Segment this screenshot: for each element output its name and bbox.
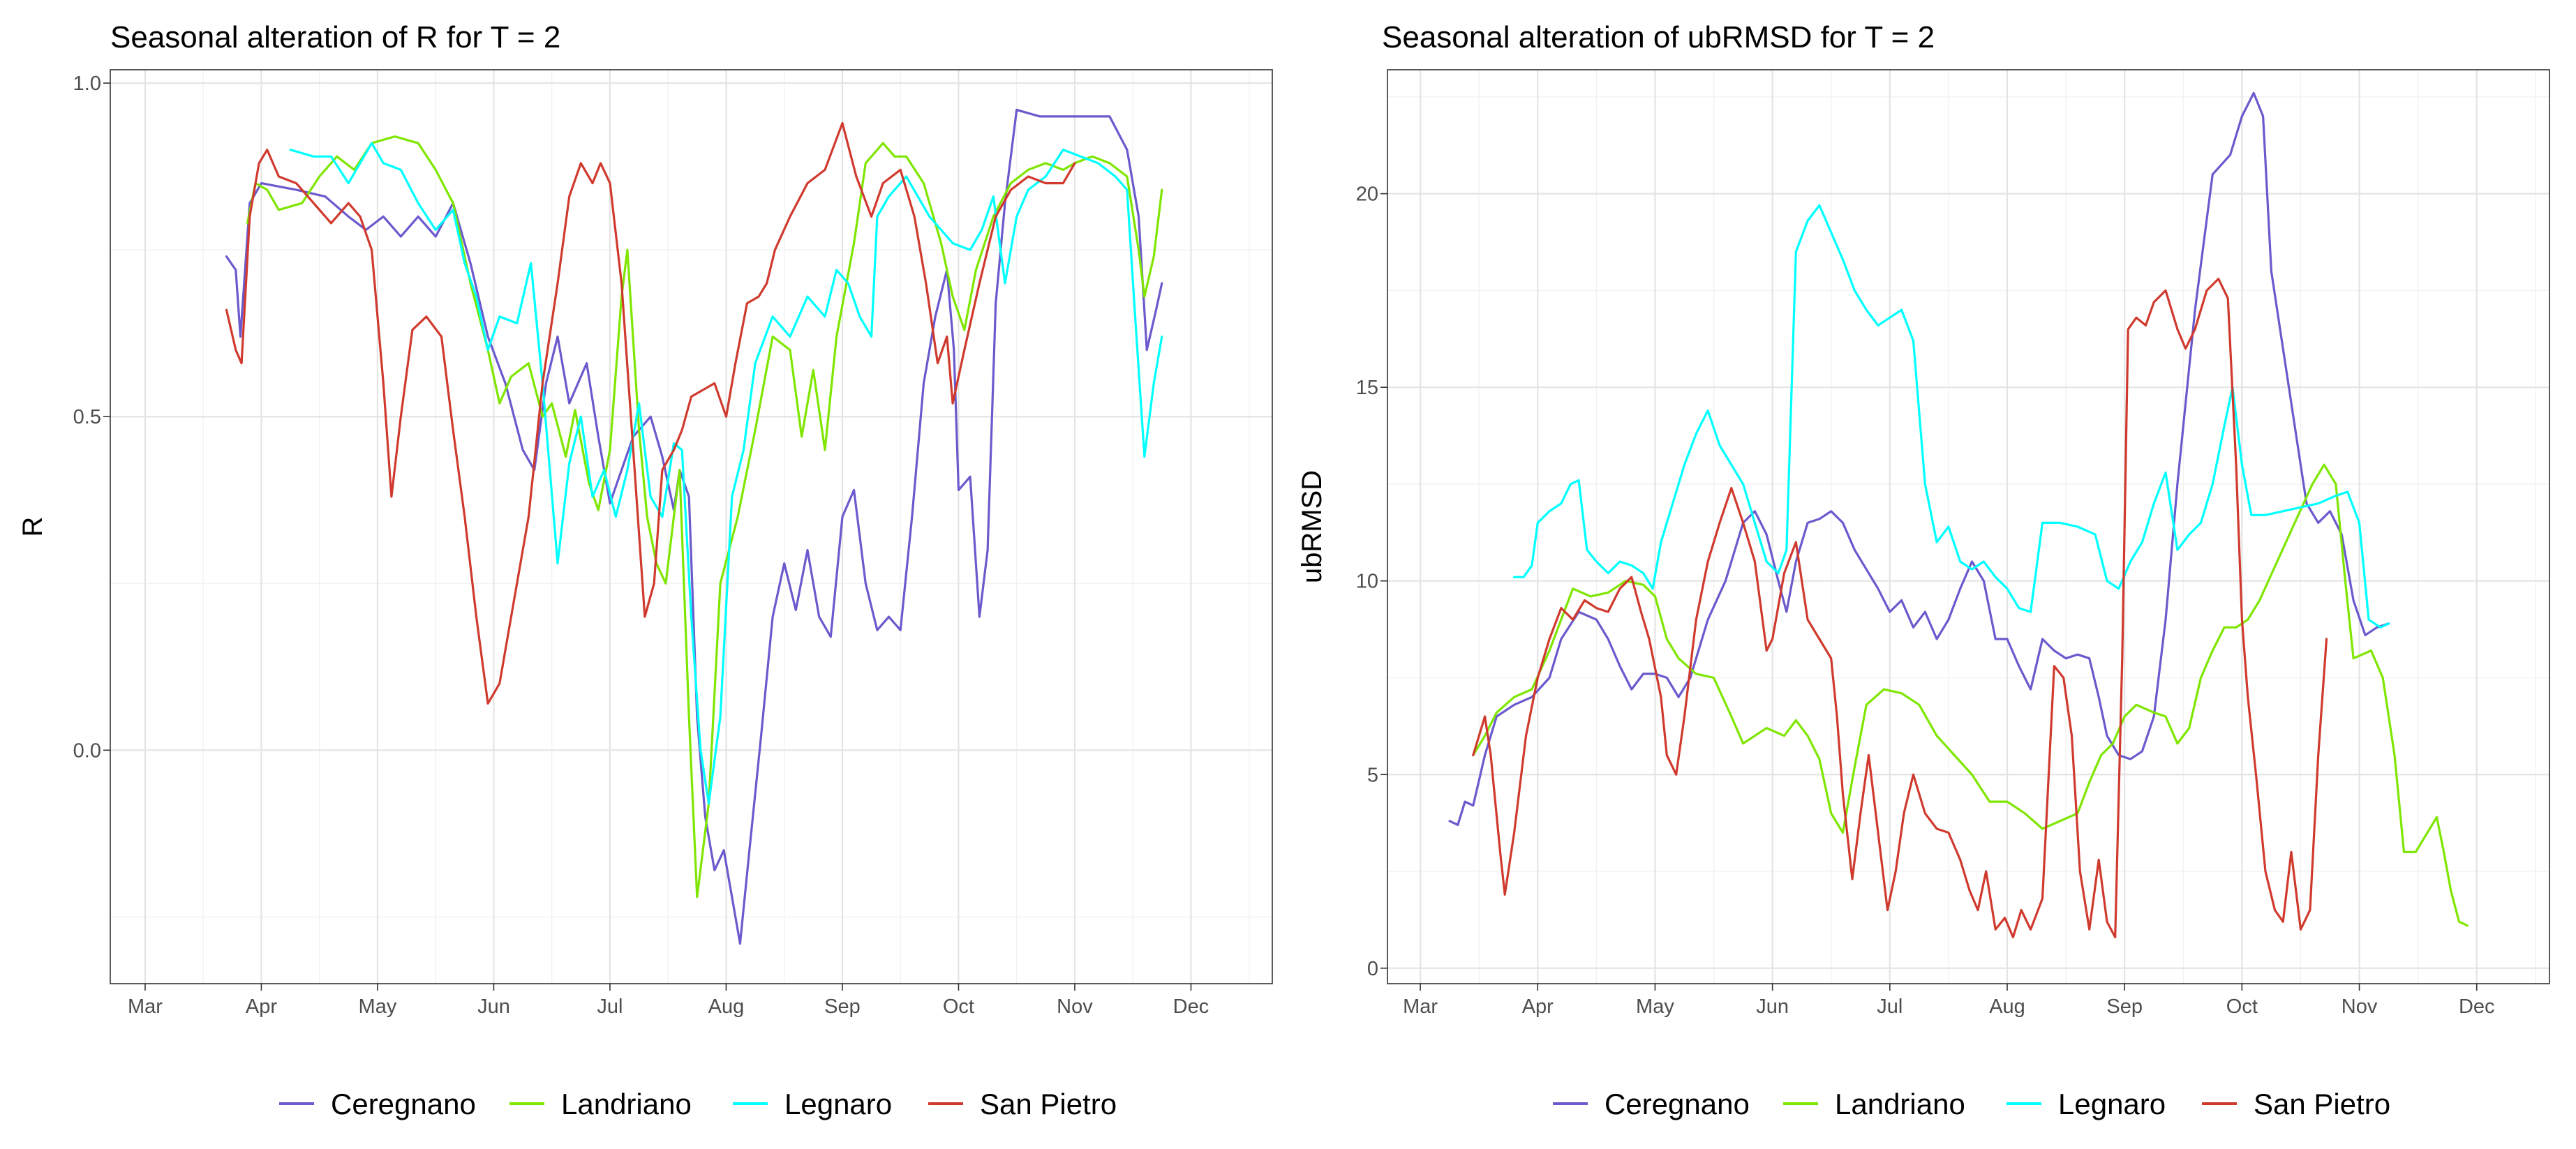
- legend-label: San Pietro: [980, 1088, 1117, 1120]
- series-line-landriano: [246, 135, 1163, 899]
- series-line-legnaro: [289, 142, 1163, 805]
- x-tick-label: Oct: [943, 996, 974, 1018]
- y-tick-label: 20: [1356, 183, 1378, 206]
- series-line-ceregnano: [1448, 91, 2390, 826]
- x-tick-label: Jun: [1756, 996, 1789, 1018]
- x-tick-label: May: [1636, 996, 1674, 1018]
- legend-label: Ceregnano: [1605, 1088, 1750, 1120]
- legend-label: Legnaro: [784, 1088, 892, 1120]
- legend: Ceregnano Landriano Legnaro San Pietro: [1553, 1088, 2390, 1120]
- series-line-legnaro: [1513, 204, 2390, 629]
- plot-border: [1387, 69, 2550, 984]
- x-tick-label: Dec: [1173, 996, 1209, 1018]
- series-line-landriano: [1472, 463, 2469, 927]
- x-tick-label: Oct: [2226, 996, 2258, 1018]
- plot-border: [110, 69, 1273, 984]
- legend-label: Legnaro: [2058, 1088, 2166, 1120]
- chart-title: Seasonal alteration of R for T = 2: [110, 20, 560, 54]
- legend-label: Ceregnano: [331, 1088, 476, 1120]
- x-tick-label: Jun: [477, 996, 510, 1018]
- series-line-san-pietro: [1472, 278, 2328, 938]
- x-tick-label: Aug: [1989, 996, 2025, 1018]
- legend-item: Ceregnano: [1553, 1088, 1750, 1120]
- chart-title: Seasonal alteration of ubRMSD for T = 2: [1382, 20, 1935, 54]
- legend-item: Legnaro: [733, 1088, 892, 1120]
- x-tick-label: Mar: [1403, 996, 1438, 1018]
- y-tick-label: 5: [1367, 764, 1378, 786]
- x-tick-label: Nov: [1057, 996, 1093, 1018]
- chart-panel-2: Seasonal alteration of ubRMSD for T = 2 M…: [1297, 20, 2550, 1120]
- legend-item: Ceregnano: [279, 1088, 476, 1120]
- legend-label: San Pietro: [2254, 1088, 2390, 1120]
- y-tick-label: 0: [1367, 958, 1378, 980]
- legend-item: San Pietro: [2202, 1088, 2390, 1120]
- x-tick-label: Jul: [1877, 996, 1903, 1018]
- y-tick-label: 10: [1356, 571, 1378, 593]
- y-tick-label: 1.0: [73, 73, 101, 95]
- x-tick-label: Sep: [2106, 996, 2143, 1018]
- series-line-san-pietro: [225, 121, 1076, 705]
- legend-label: Landriano: [561, 1088, 692, 1120]
- y-tick-label: 15: [1356, 377, 1378, 399]
- x-tick-label: Dec: [2459, 996, 2495, 1018]
- x-tick-label: Nov: [2342, 996, 2378, 1018]
- y-tick-label: 0.0: [73, 739, 101, 762]
- y-axis-title: ubRMSD: [1297, 470, 1327, 583]
- legend: Ceregnano Landriano Legnaro San Pietro: [279, 1088, 1117, 1120]
- x-tick-label: Sep: [824, 996, 861, 1018]
- x-tick-label: Jul: [597, 996, 623, 1018]
- y-tick-label: 0.5: [73, 406, 101, 428]
- legend-item: Landriano: [1783, 1088, 1965, 1120]
- x-tick-label: Apr: [1522, 996, 1554, 1018]
- y-axis-title: R: [17, 517, 48, 537]
- x-tick-label: Apr: [246, 996, 277, 1018]
- legend-item: Legnaro: [2007, 1088, 2166, 1120]
- series-line-ceregnano: [225, 108, 1163, 945]
- legend-item: Landriano: [509, 1088, 692, 1120]
- legend-item: San Pietro: [928, 1088, 1117, 1120]
- chart-panel-1: Seasonal alteration of R for T = 2 Mar Apr…: [17, 20, 1273, 1120]
- x-tick-label: Aug: [708, 996, 745, 1018]
- legend-label: Landriano: [1835, 1088, 1965, 1120]
- x-tick-label: May: [359, 996, 397, 1018]
- x-tick-label: Mar: [128, 996, 163, 1018]
